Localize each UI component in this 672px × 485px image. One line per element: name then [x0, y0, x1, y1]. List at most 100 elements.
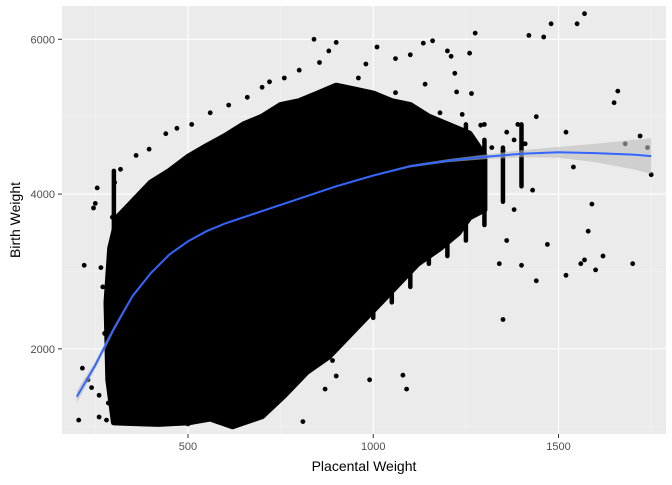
data-point [522, 141, 528, 147]
data-point [248, 404, 254, 410]
data-point [91, 205, 96, 211]
data-point [582, 257, 587, 263]
data-point [593, 267, 598, 273]
data-point [107, 392, 113, 398]
data-point [89, 385, 94, 390]
data-point [189, 122, 195, 127]
data-point [637, 133, 643, 139]
data-point [281, 75, 287, 81]
data-point [515, 122, 521, 127]
data-point [393, 56, 398, 61]
data-point [141, 421, 146, 427]
data-point [80, 365, 85, 371]
data-point [585, 228, 591, 234]
data-point [615, 88, 621, 94]
data-point [526, 33, 532, 38]
data-point [126, 420, 132, 425]
data-point [102, 331, 107, 336]
data-point [496, 261, 502, 267]
data-point [548, 21, 554, 27]
data-point [472, 30, 478, 36]
data-point [504, 129, 510, 135]
data-point [589, 201, 595, 207]
data-point [163, 131, 169, 137]
data-point [530, 187, 535, 193]
data-point [467, 50, 472, 56]
axis-ticks: 500 1000 1500 2000 4000 6000 [31, 34, 571, 453]
data-point [244, 94, 250, 100]
data-point [311, 36, 317, 42]
data-point [393, 90, 398, 96]
data-point [519, 262, 524, 268]
x-tick-label: 1500 [546, 441, 570, 453]
x-axis-title: Placental Weight [312, 458, 417, 474]
smooth-line-layer [75, 138, 652, 404]
data-point [94, 185, 100, 191]
data-point [267, 79, 272, 85]
data-point [133, 153, 139, 158]
data-point [118, 404, 124, 410]
data-point [230, 423, 235, 429]
data-point [111, 416, 117, 422]
data-point [281, 383, 287, 389]
data-point [541, 34, 547, 40]
data-point [363, 61, 369, 67]
y-axis-title: Birth Weight [7, 182, 23, 258]
y-tick-label: 6000 [31, 34, 55, 46]
data-point [92, 201, 98, 206]
data-point [104, 417, 109, 423]
data-point [155, 417, 161, 423]
data-point [118, 166, 123, 172]
data-point [533, 114, 539, 120]
data-point [259, 412, 265, 418]
data-point [482, 122, 487, 127]
data-point [500, 317, 506, 322]
data-point [459, 112, 465, 117]
data-point [504, 238, 510, 243]
scatter-points [76, 11, 654, 429]
data-point [274, 354, 280, 359]
data-point [452, 70, 458, 76]
data-point [533, 278, 539, 284]
data-point [296, 67, 302, 73]
data-point [81, 262, 87, 268]
data-point [330, 358, 335, 363]
data-point [226, 102, 232, 108]
data-point [611, 100, 617, 106]
smooth-line [75, 151, 652, 398]
data-point [174, 125, 180, 131]
data-point [207, 110, 213, 116]
data-point [407, 52, 413, 58]
data-point [185, 421, 191, 427]
data-point [96, 392, 102, 398]
data-point [430, 38, 435, 44]
y-tick-label: 4000 [31, 189, 55, 201]
data-point [76, 417, 82, 423]
data-point [317, 60, 322, 65]
data-point [437, 110, 443, 116]
data-point [326, 48, 332, 54]
data-point [600, 253, 606, 259]
data-point [333, 373, 339, 379]
data-point [108, 253, 114, 259]
data-point [105, 400, 111, 406]
data-point [363, 89, 369, 95]
data-point [478, 122, 484, 128]
data-point [100, 284, 106, 290]
x-tick-label: 500 [179, 441, 197, 453]
data-point [489, 145, 495, 151]
data-point [469, 91, 474, 96]
data-point [367, 377, 372, 383]
data-point [374, 44, 380, 50]
data-point [448, 53, 454, 59]
data-point [574, 21, 580, 27]
data-point [356, 75, 361, 81]
data-point [382, 98, 387, 104]
data-point [241, 385, 247, 390]
data-point [98, 265, 104, 270]
data-point [300, 419, 306, 424]
data-point [96, 414, 102, 420]
data-point [178, 412, 184, 418]
data-point [511, 207, 517, 213]
